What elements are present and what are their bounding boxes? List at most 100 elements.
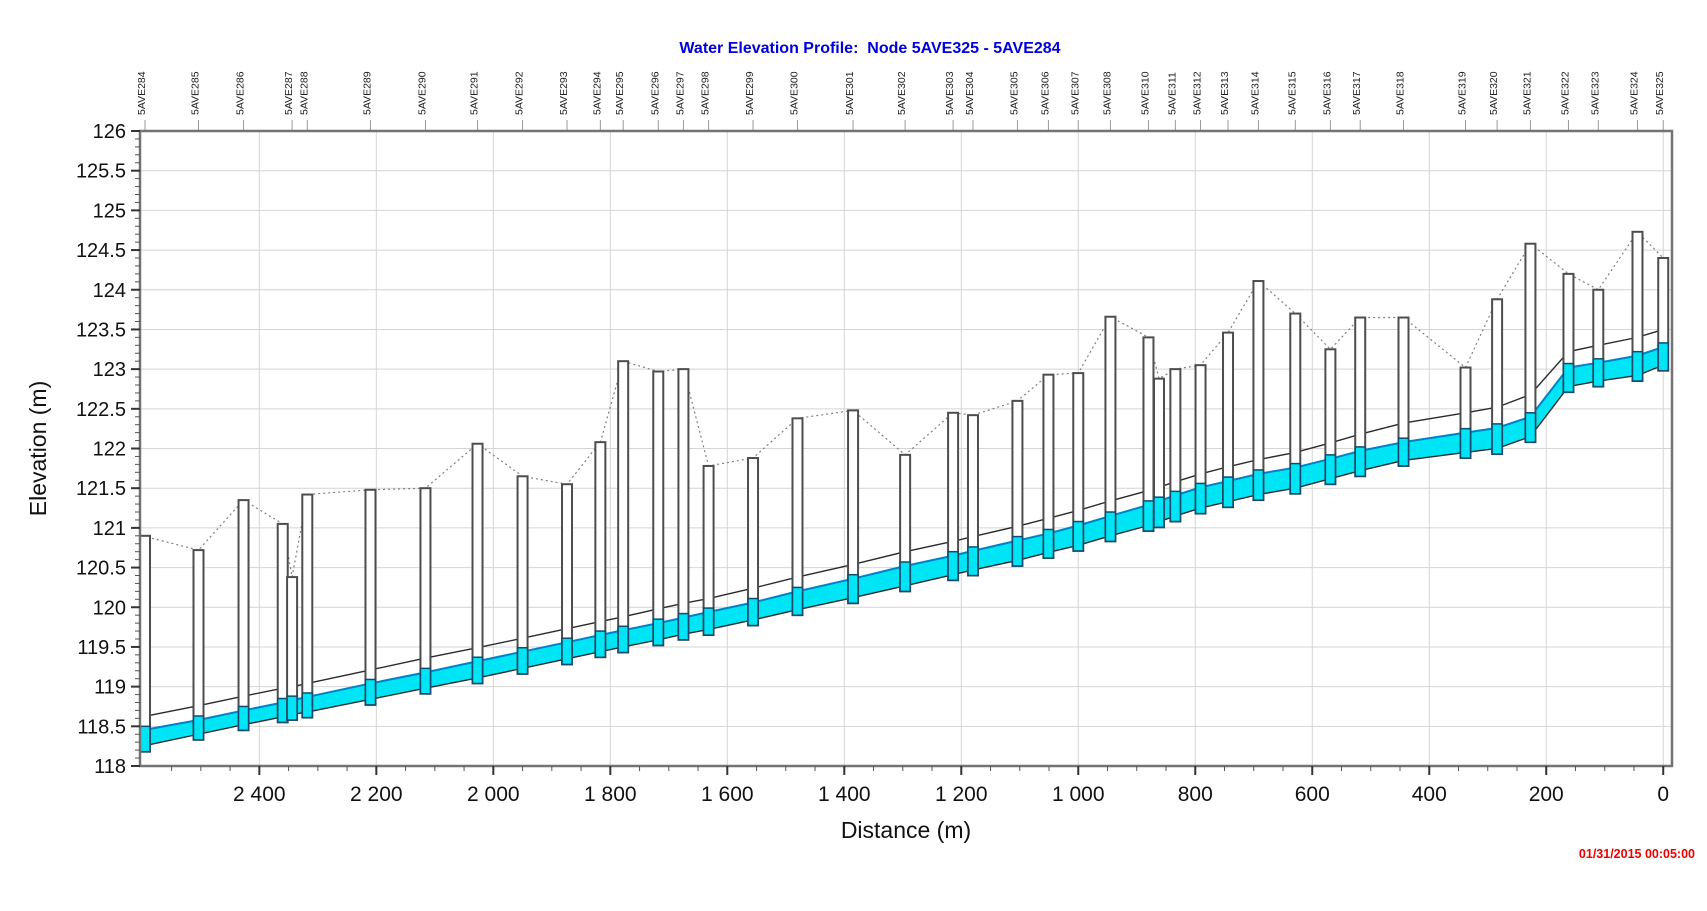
node-water-level: [1104, 511, 1117, 543]
node-water-level: [947, 550, 959, 582]
y-tick-label: 118: [94, 756, 126, 778]
node-water-level: [561, 637, 573, 666]
y-tick-label: 124: [93, 280, 126, 302]
node-label: 5AVE304: [964, 71, 976, 115]
node-water-level: [516, 646, 529, 675]
node-bar: [594, 441, 607, 659]
node-bar: [561, 483, 574, 666]
y-tick-label: 120.5: [76, 558, 126, 580]
node-water-level: [1354, 446, 1366, 478]
node-label: 5AVE292: [514, 71, 526, 115]
node-water-level: [139, 725, 151, 753]
node-label: 5AVE311: [1166, 72, 1178, 115]
node-label: 5AVE285: [189, 71, 201, 115]
x-tick-label: 1 600: [701, 783, 754, 806]
node-bar: [471, 442, 484, 685]
node-bar: [791, 417, 804, 617]
node-water-level: [847, 573, 859, 605]
node-water-level: [1324, 454, 1337, 485]
node-label: 5AVE307: [1069, 71, 1081, 115]
node-water-level: [1042, 528, 1055, 559]
x-tick-label: 1 800: [584, 783, 637, 806]
x-tick-label: 800: [1178, 783, 1213, 806]
water-surface-line: [142, 345, 1664, 732]
node-water-level: [1657, 342, 1669, 372]
node-label: 5AVE308: [1101, 71, 1113, 115]
node-water-level: [1491, 423, 1503, 455]
node-water-level: [1631, 350, 1644, 382]
node-label: 5AVE284: [136, 71, 148, 115]
node-label: 5AVE296: [649, 71, 661, 115]
pipe-crown-line: [142, 328, 1664, 718]
node-label: 5AVE324: [1628, 71, 1640, 115]
node-bar: [419, 487, 432, 695]
y-tick-label: 123: [93, 359, 126, 381]
node-water-level: [1397, 437, 1410, 467]
node-bar: [192, 549, 205, 741]
node-label: 5AVE315: [1286, 71, 1298, 115]
x-tick-label: 1 200: [935, 783, 988, 806]
node-label: 5AVE321: [1521, 71, 1533, 115]
x-tick-label: 2 000: [467, 783, 520, 806]
y-tick-label: 120: [93, 597, 126, 619]
node-water-level: [967, 546, 979, 577]
node-label: 5AVE318: [1395, 71, 1407, 115]
node-label: 5AVE305: [1008, 71, 1020, 115]
node-water-level: [1194, 482, 1207, 515]
node-label: 5AVE323: [1589, 71, 1601, 115]
y-tick-label: 125: [93, 200, 126, 222]
node-water-level: [791, 586, 804, 616]
node-water-level: [702, 607, 715, 636]
y-tick-label: 122.5: [76, 399, 126, 421]
node-label: 5AVE306: [1039, 71, 1051, 115]
node-water-level: [301, 692, 314, 719]
node-label: 5AVE297: [674, 71, 686, 115]
pipe-invert-line: [142, 364, 1664, 747]
timestamp-label: 01/31/2015 00:05:00: [1578, 847, 1695, 861]
y-axis-title: Elevation (m): [25, 381, 51, 516]
node-water-level: [286, 695, 298, 721]
node-water-level: [1562, 362, 1575, 393]
node-water-level: [1592, 358, 1605, 388]
x-tick-label: 600: [1295, 783, 1330, 806]
node-label: 5AVE303: [944, 71, 956, 115]
x-axis-title: Distance (m): [841, 817, 971, 843]
node-label: 5AVE316: [1321, 71, 1333, 115]
node-label: 5AVE288: [298, 71, 310, 115]
node-water-level: [192, 715, 205, 741]
node-bar: [677, 368, 690, 641]
x-tick-label: 1 000: [1052, 783, 1105, 806]
node-bar: [617, 360, 630, 654]
node-water-level: [237, 705, 250, 732]
node-label: 5AVE310: [1139, 71, 1151, 115]
y-tick-label: 119.5: [77, 637, 126, 659]
y-tick-label: 118.5: [77, 716, 126, 738]
node-label: 5AVE301: [844, 71, 856, 115]
node-label: 5AVE290: [416, 71, 428, 115]
node-water-level: [1142, 500, 1155, 532]
node-water-level: [1524, 412, 1537, 443]
node-water-level: [1459, 427, 1472, 459]
node-water-level: [1289, 462, 1302, 495]
node-bar: [516, 475, 529, 675]
node-water-level: [364, 678, 377, 706]
node-label: 5AVE314: [1249, 71, 1261, 115]
node-bar: [139, 534, 151, 753]
node-label: 5AVE291: [469, 71, 481, 115]
node-label: 5AVE317: [1351, 71, 1363, 115]
node-water-level: [419, 667, 432, 695]
node-water-level: [899, 561, 911, 593]
node-bar: [1252, 280, 1265, 502]
node-label: 5AVE302: [896, 71, 908, 115]
node-water-level: [1072, 520, 1085, 552]
x-tick-label: 200: [1529, 783, 1564, 806]
node-water-level: [1153, 496, 1165, 529]
y-tick-label: 126: [93, 121, 126, 143]
node-water-level: [1252, 469, 1265, 501]
node-label: 5AVE322: [1559, 71, 1571, 115]
y-tick-label: 124.5: [76, 240, 126, 262]
node-label: 5AVE319: [1457, 71, 1469, 115]
node-water-level: [1222, 476, 1234, 508]
